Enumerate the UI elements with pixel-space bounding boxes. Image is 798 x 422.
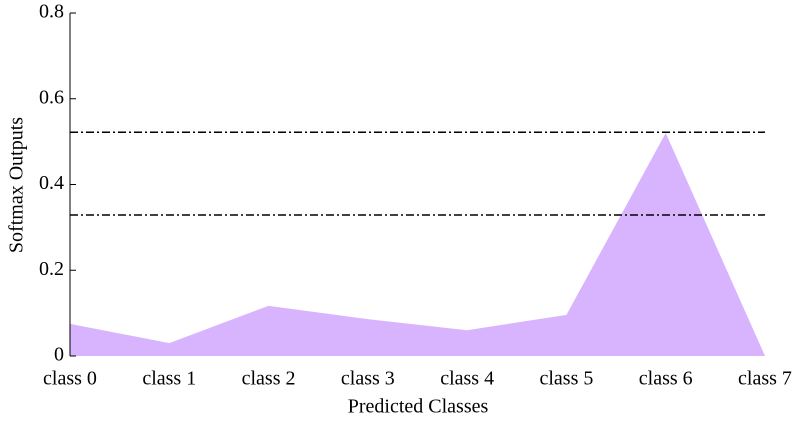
area bbox=[70, 133, 765, 356]
y-tick-label: 0.8 bbox=[39, 1, 64, 23]
x-axis-label: Predicted Classes bbox=[348, 396, 489, 418]
x-tick-label: class 4 bbox=[440, 368, 494, 390]
x-tick-label: class 0 bbox=[43, 368, 97, 390]
y-tick-label: 0.6 bbox=[39, 86, 64, 108]
x-tick-label: class 3 bbox=[341, 368, 395, 390]
x-tick-label: class 6 bbox=[639, 368, 693, 390]
x-tick-label: class 5 bbox=[539, 368, 593, 390]
y-tick-label: 0 bbox=[54, 344, 64, 366]
y-axis-label: Softmax Outputs bbox=[6, 117, 28, 253]
y-tick-label: 0.2 bbox=[39, 258, 64, 280]
y-tick-label: 0.4 bbox=[39, 172, 64, 194]
x-tick-label: class 2 bbox=[242, 368, 296, 390]
x-tick-label: class 1 bbox=[142, 368, 196, 390]
x-tick-label: class 7 bbox=[738, 368, 792, 390]
